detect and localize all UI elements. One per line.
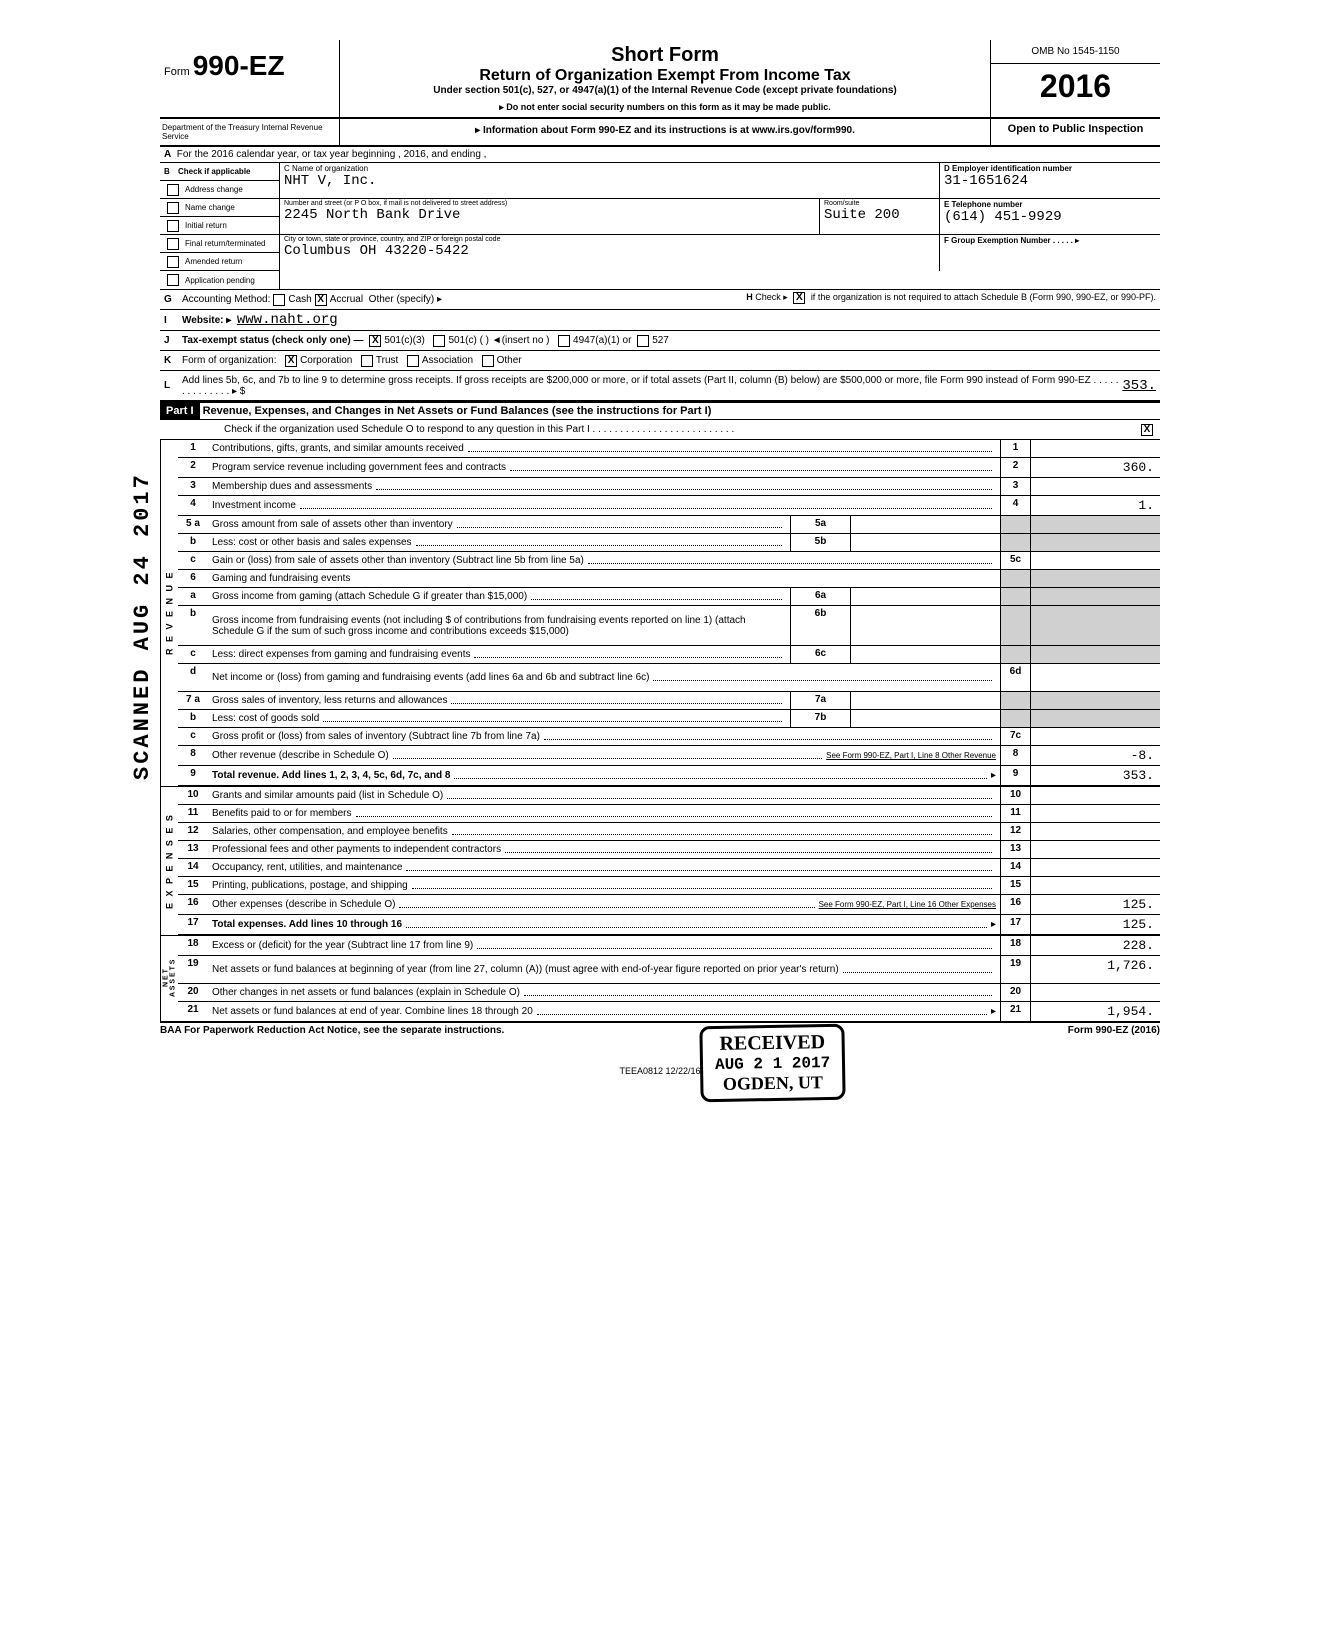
side-expenses: E X P E N S E S: [160, 787, 178, 935]
org-name: NHT V, Inc.: [284, 173, 935, 189]
cell-street: Number and street (or P O box, if mail i…: [280, 199, 820, 234]
cell-e-phone: E Telephone number (614) 451-9929: [940, 199, 1160, 234]
check-527[interactable]: [637, 335, 649, 347]
open-inspection: Open to Public Inspection: [990, 119, 1160, 145]
line19-val: 1,726.: [1030, 956, 1160, 983]
footer-mid: TEEA0812 12/22/16: [160, 1066, 1160, 1076]
form-header: Form 990-EZ Short Form Return of Organiz…: [160, 40, 1160, 119]
line10-val: [1030, 787, 1160, 804]
check-accrual[interactable]: X: [315, 294, 327, 306]
line4-val: 1.: [1030, 496, 1160, 515]
check-initial[interactable]: [167, 220, 179, 232]
cell-f-group: F Group Exemption Number . . . . . ▸: [940, 235, 1160, 271]
line8-val: -8.: [1030, 746, 1160, 765]
form-title: Return of Organization Exempt From Incom…: [360, 67, 970, 85]
website: www.naht.org: [237, 312, 338, 328]
line15-val: [1030, 877, 1160, 894]
row-k: K Form of organization: XCorporation Tru…: [160, 351, 1160, 371]
col-b-checks: B Check if applicable Address change Nam…: [160, 163, 280, 289]
check-final[interactable]: [167, 238, 179, 250]
check-schedule-o[interactable]: X: [1141, 424, 1153, 436]
line16-val: 125.: [1030, 895, 1160, 914]
line9-val: 353.: [1030, 766, 1160, 785]
check-501c3[interactable]: X: [369, 335, 381, 347]
expenses-section: E X P E N S E S 10Grants and similar amo…: [160, 786, 1160, 935]
line12-val: [1030, 823, 1160, 840]
omb-year-box: OMB No 1545-1150 2016: [990, 40, 1160, 117]
part1-header: Part I Revenue, Expenses, and Changes in…: [160, 401, 1160, 420]
line18-val: 228.: [1030, 936, 1160, 955]
row-a: A For the 2016 calendar year, or tax yea…: [160, 147, 1160, 163]
check-name[interactable]: [167, 202, 179, 214]
footer-right: Form 990-EZ (2016): [1068, 1025, 1160, 1036]
assets-section: N E TA S S E T S 18Excess or (deficit) f…: [160, 935, 1160, 1023]
cell-room: Room/suite Suite 200: [820, 199, 940, 234]
gross-receipts: 353.: [1122, 378, 1156, 394]
part1-title: Revenue, Expenses, and Changes in Net As…: [203, 405, 712, 417]
line13-val: [1030, 841, 1160, 858]
row-l: L Add lines 5b, 6c, and 7b to line 9 to …: [160, 371, 1160, 401]
footer: BAA For Paperwork Reduction Act Notice, …: [160, 1023, 1160, 1036]
col-cde: C Name of organization NHT V, Inc. D Emp…: [280, 163, 1160, 289]
title-box: Short Form Return of Organization Exempt…: [340, 40, 990, 117]
row-g: G Accounting Method: Cash XAccrual Other…: [160, 290, 1160, 310]
footer-left: BAA For Paperwork Reduction Act Notice, …: [160, 1025, 504, 1036]
check-501c[interactable]: [433, 335, 445, 347]
check-corp[interactable]: X: [285, 355, 297, 367]
cell-c-name: C Name of organization NHT V, Inc.: [280, 163, 940, 198]
check-4947[interactable]: [558, 335, 570, 347]
line2-val: 360.: [1030, 458, 1160, 477]
side-revenue: R E V E N U E: [160, 440, 178, 786]
line1-val: [1030, 440, 1160, 457]
accounting-label: Accounting Method:: [182, 294, 270, 305]
line5c-val: [1030, 552, 1160, 569]
part1-label: Part I: [160, 403, 200, 419]
form-number-box: Form 990-EZ: [160, 40, 340, 117]
line11-val: [1030, 805, 1160, 822]
check-assoc[interactable]: [407, 355, 419, 367]
omb-number: OMB No 1545-1150: [991, 40, 1160, 64]
identity-block: B Check if applicable Address change Nam…: [160, 163, 1160, 290]
check-trust[interactable]: [361, 355, 373, 367]
dept-treasury: Department of the Treasury Internal Reve…: [160, 119, 340, 145]
form-subtitle: Under section 501(c), 527, or 4947(a)(1)…: [360, 85, 970, 96]
line17-val: 125.: [1030, 915, 1160, 934]
calendar-year-text: For the 2016 calendar year, or tax year …: [177, 149, 487, 160]
line20-val: [1030, 984, 1160, 1001]
ein: 31-1651624: [944, 173, 1156, 189]
city: Columbus OH 43220-5422: [284, 243, 935, 259]
short-form: Short Form: [360, 44, 970, 67]
check-amended[interactable]: [167, 256, 179, 268]
line7c-val: [1030, 728, 1160, 745]
check-h[interactable]: X: [793, 292, 805, 304]
line6d-val: [1030, 664, 1160, 691]
row-i: I Website: ▸ www.naht.org: [160, 310, 1160, 331]
check-pending[interactable]: [167, 274, 179, 286]
part1-check-row: Check if the organization used Schedule …: [160, 420, 1160, 440]
cell-d-ein: D Employer identification number 31-1651…: [940, 163, 1160, 198]
line14-val: [1030, 859, 1160, 876]
dept-row: Department of the Treasury Internal Reve…: [160, 119, 1160, 147]
check-address[interactable]: [167, 184, 179, 196]
line3-val: [1030, 478, 1160, 495]
row-j: J Tax-exempt status (check only one) — X…: [160, 331, 1160, 351]
side-assets: N E TA S S E T S: [160, 936, 178, 1021]
warn-ssn: ▸ Do not enter social security numbers o…: [360, 102, 970, 113]
phone: (614) 451-9929: [944, 209, 1156, 225]
revenue-section: R E V E N U E 1Contributions, gifts, gra…: [160, 440, 1160, 786]
check-header: Check if applicable: [178, 167, 250, 176]
street: 2245 North Bank Drive: [284, 207, 815, 223]
check-other[interactable]: [482, 355, 494, 367]
info-link: ▸ Information about Form 990-EZ and its …: [340, 119, 990, 145]
tax-year: 2016: [991, 64, 1160, 109]
check-cash[interactable]: [273, 294, 285, 306]
form-prefix: Form: [164, 66, 190, 78]
line21-val: 1,954.: [1030, 1002, 1160, 1021]
room: Suite 200: [824, 207, 935, 223]
form-number: 990-EZ: [193, 50, 285, 81]
cell-city: City or town, state or province, country…: [280, 235, 940, 271]
scanned-stamp: SCANNED AUG 24 2017: [130, 472, 155, 780]
